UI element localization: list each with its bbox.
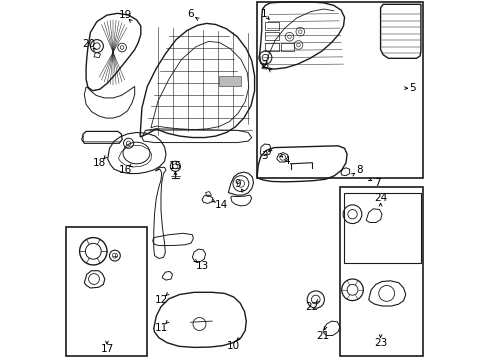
Text: 19: 19 xyxy=(118,10,131,20)
Text: 9: 9 xyxy=(234,179,240,189)
Bar xyxy=(265,43,279,51)
Text: 10: 10 xyxy=(226,341,239,351)
Text: 24: 24 xyxy=(373,193,386,203)
Text: 13: 13 xyxy=(195,261,208,271)
Bar xyxy=(265,32,279,40)
Text: 20: 20 xyxy=(82,39,95,49)
Text: 1: 1 xyxy=(261,9,267,19)
Text: 15: 15 xyxy=(168,161,182,171)
Text: 6: 6 xyxy=(187,9,193,19)
Bar xyxy=(343,193,420,263)
Text: 17: 17 xyxy=(100,344,113,354)
Bar xyxy=(257,2,422,178)
Text: 14: 14 xyxy=(214,200,227,210)
Text: 23: 23 xyxy=(373,338,386,348)
Bar xyxy=(219,76,241,86)
Text: 11: 11 xyxy=(154,323,167,333)
Bar xyxy=(66,227,147,356)
Text: 5: 5 xyxy=(409,83,415,93)
Text: 16: 16 xyxy=(118,165,131,175)
Text: 22: 22 xyxy=(305,302,318,312)
Text: 8: 8 xyxy=(356,165,362,175)
Text: 21: 21 xyxy=(316,330,329,341)
Bar xyxy=(265,22,279,30)
Text: 7: 7 xyxy=(374,178,380,188)
Bar xyxy=(339,187,422,356)
Bar xyxy=(280,43,294,51)
Text: 2: 2 xyxy=(261,60,267,70)
Text: 18: 18 xyxy=(93,158,106,168)
Text: 3: 3 xyxy=(261,150,267,161)
Text: 12: 12 xyxy=(154,294,167,305)
Text: 4: 4 xyxy=(283,156,290,166)
